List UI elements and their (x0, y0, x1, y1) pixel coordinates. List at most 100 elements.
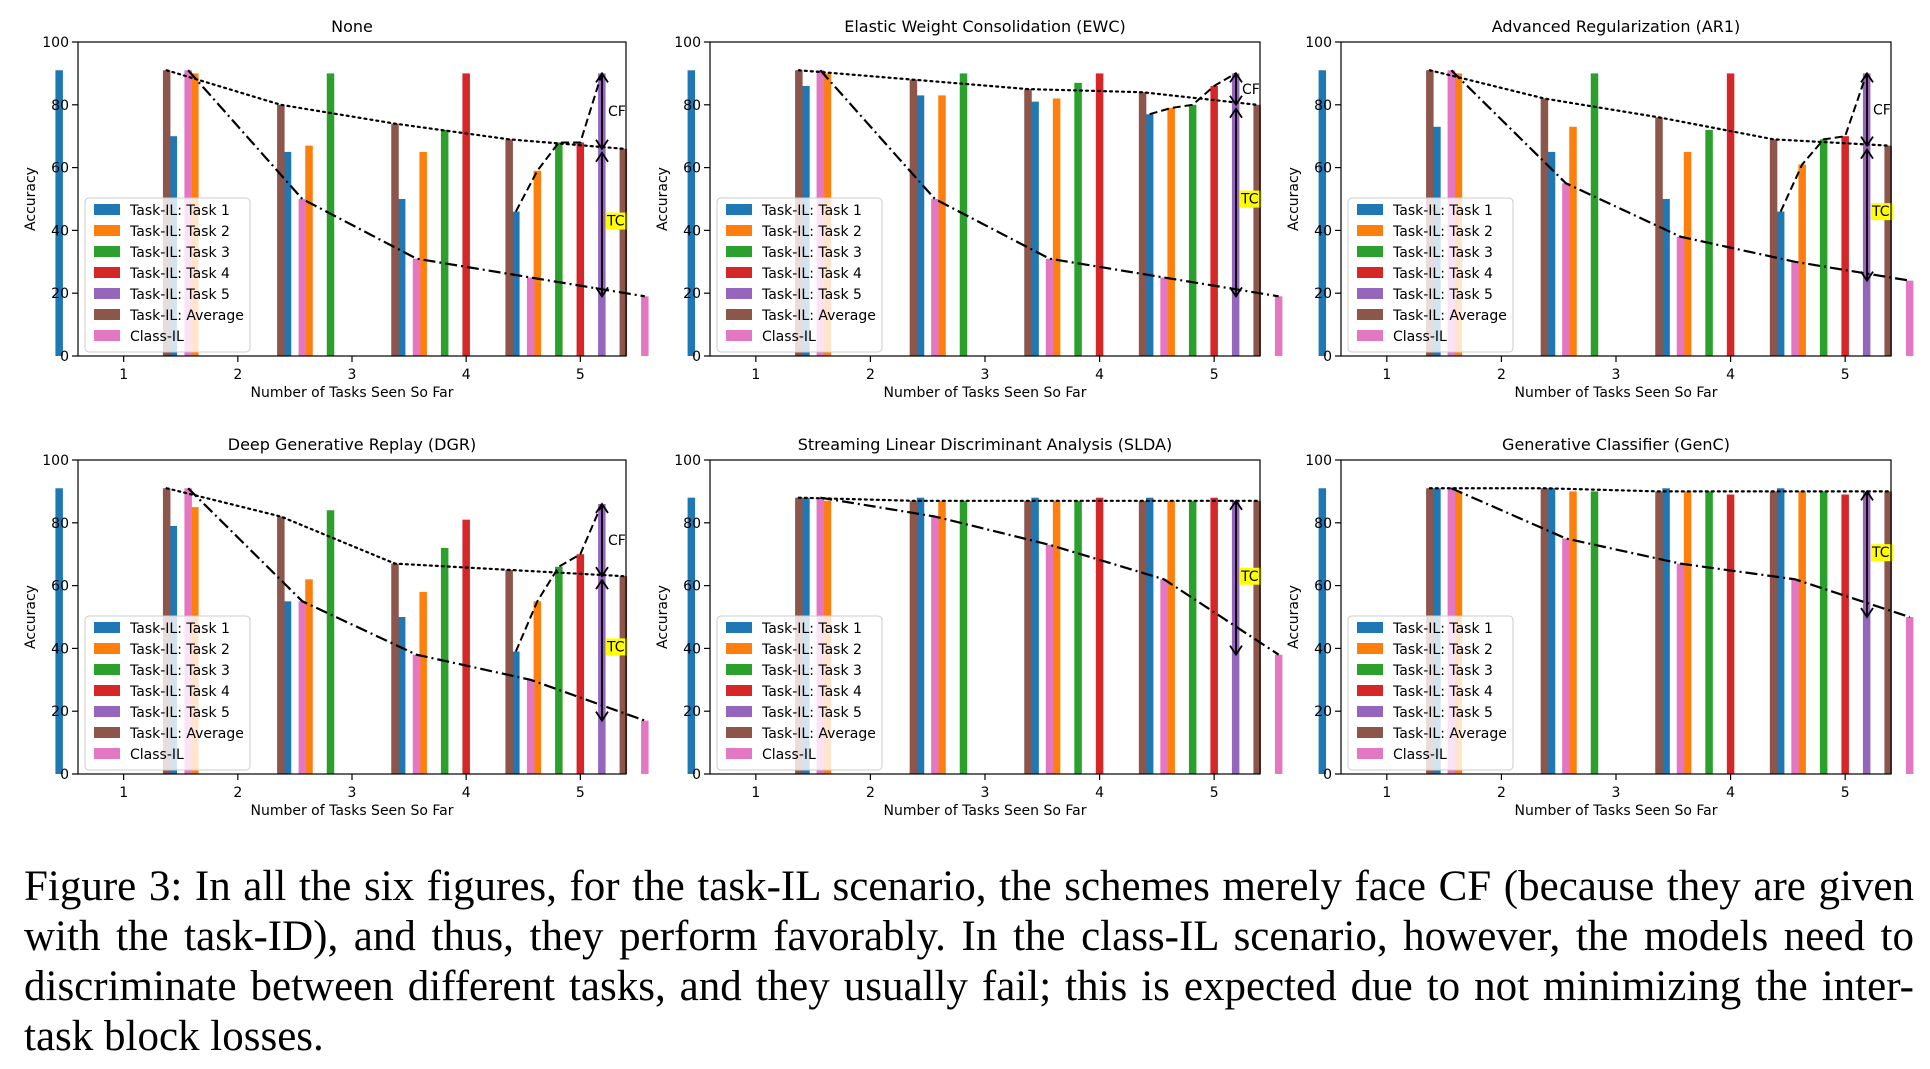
cf-arrow-head-bottom (1229, 95, 1243, 107)
legend-swatch-task-5 (94, 288, 120, 299)
bar-task-2-5 (1798, 491, 1806, 774)
bar-task-1-4 (1662, 199, 1670, 356)
bar-task-1-1 (687, 70, 696, 356)
bar-task-3-5 (1188, 500, 1197, 774)
legend-label-task-3: Task-IL: Task 3 (129, 245, 230, 261)
x-tick-label: 4 (462, 785, 471, 801)
x-tick-label: 2 (233, 785, 242, 801)
bar-class-il-2 (931, 516, 939, 774)
y-tick-label: 100 (1305, 453, 1332, 469)
cf-arrow-head-top (1229, 71, 1243, 83)
bar-task-2-4 (1052, 98, 1061, 357)
bar-average-5 (1253, 104, 1261, 356)
tc-label: TC (1871, 204, 1890, 220)
y-tick-label: 40 (51, 641, 69, 657)
y-tick-label: 20 (683, 286, 701, 302)
legend-label-task-5: Task-IL: Task 5 (1392, 705, 1493, 721)
bar-class-il-2 (298, 199, 307, 356)
bar-average-4 (505, 139, 513, 356)
x-axis-label: Number of Tasks Seen So Far (250, 385, 453, 401)
x-tick-label: 1 (751, 785, 760, 801)
chart-panel-5: Streaming Linear Discriminant Analysis (… (655, 435, 1283, 819)
legend-label-task-5: Task-IL: Task 5 (1392, 287, 1493, 303)
bar-task-2-3 (1569, 491, 1577, 774)
chart-title: Deep Generative Replay (DGR) (228, 435, 477, 454)
bar-task-1-1 (55, 488, 63, 774)
x-axis-label: Number of Tasks Seen So Far (1514, 803, 1717, 819)
bar-class-il-5 (641, 720, 649, 774)
bar-task-2-5 (533, 601, 542, 774)
x-tick-label: 1 (119, 785, 128, 801)
legend-swatch-task-1 (1357, 204, 1383, 215)
legend-label-task-4: Task-IL: Task 4 (129, 684, 230, 700)
bar-class-il-5 (1274, 654, 1283, 774)
legend: Task-IL: Task 1 Task-IL: Task 2 Task-IL: T… (716, 197, 883, 353)
legend-box (716, 197, 883, 353)
legend-label-task-1: Task-IL: Task 1 (1392, 621, 1493, 637)
legend-swatch-task-4 (1357, 267, 1383, 278)
bar-class-il-2 (1562, 538, 1570, 774)
bar-task-3-5 (555, 566, 563, 774)
legend-box (1347, 615, 1514, 771)
y-tick-label: 40 (683, 223, 701, 239)
tc-highlight (606, 212, 628, 230)
class-il-trend-line (820, 496, 1280, 656)
bar-average-4 (1138, 92, 1147, 357)
bar-class-il-4 (1160, 277, 1168, 356)
y-axis-label: Accuracy (655, 167, 671, 231)
legend-label-average: Task-IL: Average (761, 308, 876, 324)
y-tick-label: 80 (51, 516, 69, 532)
bar-class-il-2 (298, 601, 307, 774)
legend-swatch-task-3 (1357, 246, 1383, 257)
legend-label-task-2: Task-IL: Task 2 (761, 224, 862, 240)
bar-class-il-3 (412, 654, 421, 774)
bar-class-il-4 (1160, 579, 1168, 774)
legend-label-task-3: Task-IL: Task 3 (129, 663, 230, 679)
legend-label-task-1: Task-IL: Task 1 (129, 621, 230, 637)
y-tick-label: 20 (51, 704, 69, 720)
bar-task-2-4 (1683, 491, 1692, 774)
legend-swatch-task-3 (726, 246, 752, 257)
legend-label-task-3: Task-IL: Task 3 (761, 245, 862, 261)
chart-title: Generative Classifier (GenC) (1502, 435, 1730, 454)
tc-arrow-head-top (1860, 147, 1874, 160)
bar-task-3-3 (959, 500, 968, 774)
tc-arrow-head-bottom (1860, 271, 1874, 283)
y-tick-label: 20 (51, 286, 69, 302)
tc-highlight (1871, 544, 1893, 562)
legend: Task-IL: Task 1 Task-IL: Task 2 Task-IL: T… (1347, 615, 1514, 771)
y-tick-label: 80 (1314, 516, 1332, 532)
legend-label-class-il: Class-IL (130, 329, 184, 345)
legend-label-class-il: Class-IL (762, 747, 816, 763)
legend-swatch-task-4 (1357, 685, 1383, 696)
legend-swatch-average (1357, 727, 1383, 738)
average-trend-line (165, 487, 625, 578)
legend-swatch-average (94, 727, 120, 738)
legend-swatch-task-2 (726, 643, 752, 654)
bar-task-5-5 (1862, 491, 1871, 774)
average-trend-line (797, 496, 1259, 502)
legend-label-task-3: Task-IL: Task 3 (1392, 663, 1493, 679)
x-tick-label: 3 (981, 785, 990, 801)
x-axis-label: Number of Tasks Seen So Far (250, 803, 453, 819)
last-step-task-line (514, 73, 603, 213)
legend-label-task-2: Task-IL: Task 2 (1392, 224, 1493, 240)
legend-swatch-task-5 (726, 706, 752, 717)
cf-label: CF (608, 533, 626, 549)
legend-swatch-task-3 (94, 246, 120, 257)
bar-task-3-3 (1590, 491, 1599, 774)
legend-swatch-task-4 (94, 267, 120, 278)
x-tick-label: 3 (1612, 367, 1621, 383)
tc-arrow-head-bottom (595, 286, 609, 298)
legend-label-task-2: Task-IL: Task 2 (129, 224, 230, 240)
legend-label-task-4: Task-IL: Task 4 (1392, 684, 1493, 700)
bar-average-5 (619, 148, 628, 356)
bar-task-4-4 (1726, 494, 1735, 774)
bar-average-2 (909, 500, 918, 774)
bar-class-il-5 (1274, 296, 1283, 356)
legend-swatch-task-3 (726, 664, 752, 675)
x-tick-label: 4 (1095, 785, 1104, 801)
tc-arrow-head-bottom (1229, 286, 1243, 298)
bar-class-il-4 (526, 679, 535, 774)
bar-task-2-5 (1167, 500, 1175, 774)
